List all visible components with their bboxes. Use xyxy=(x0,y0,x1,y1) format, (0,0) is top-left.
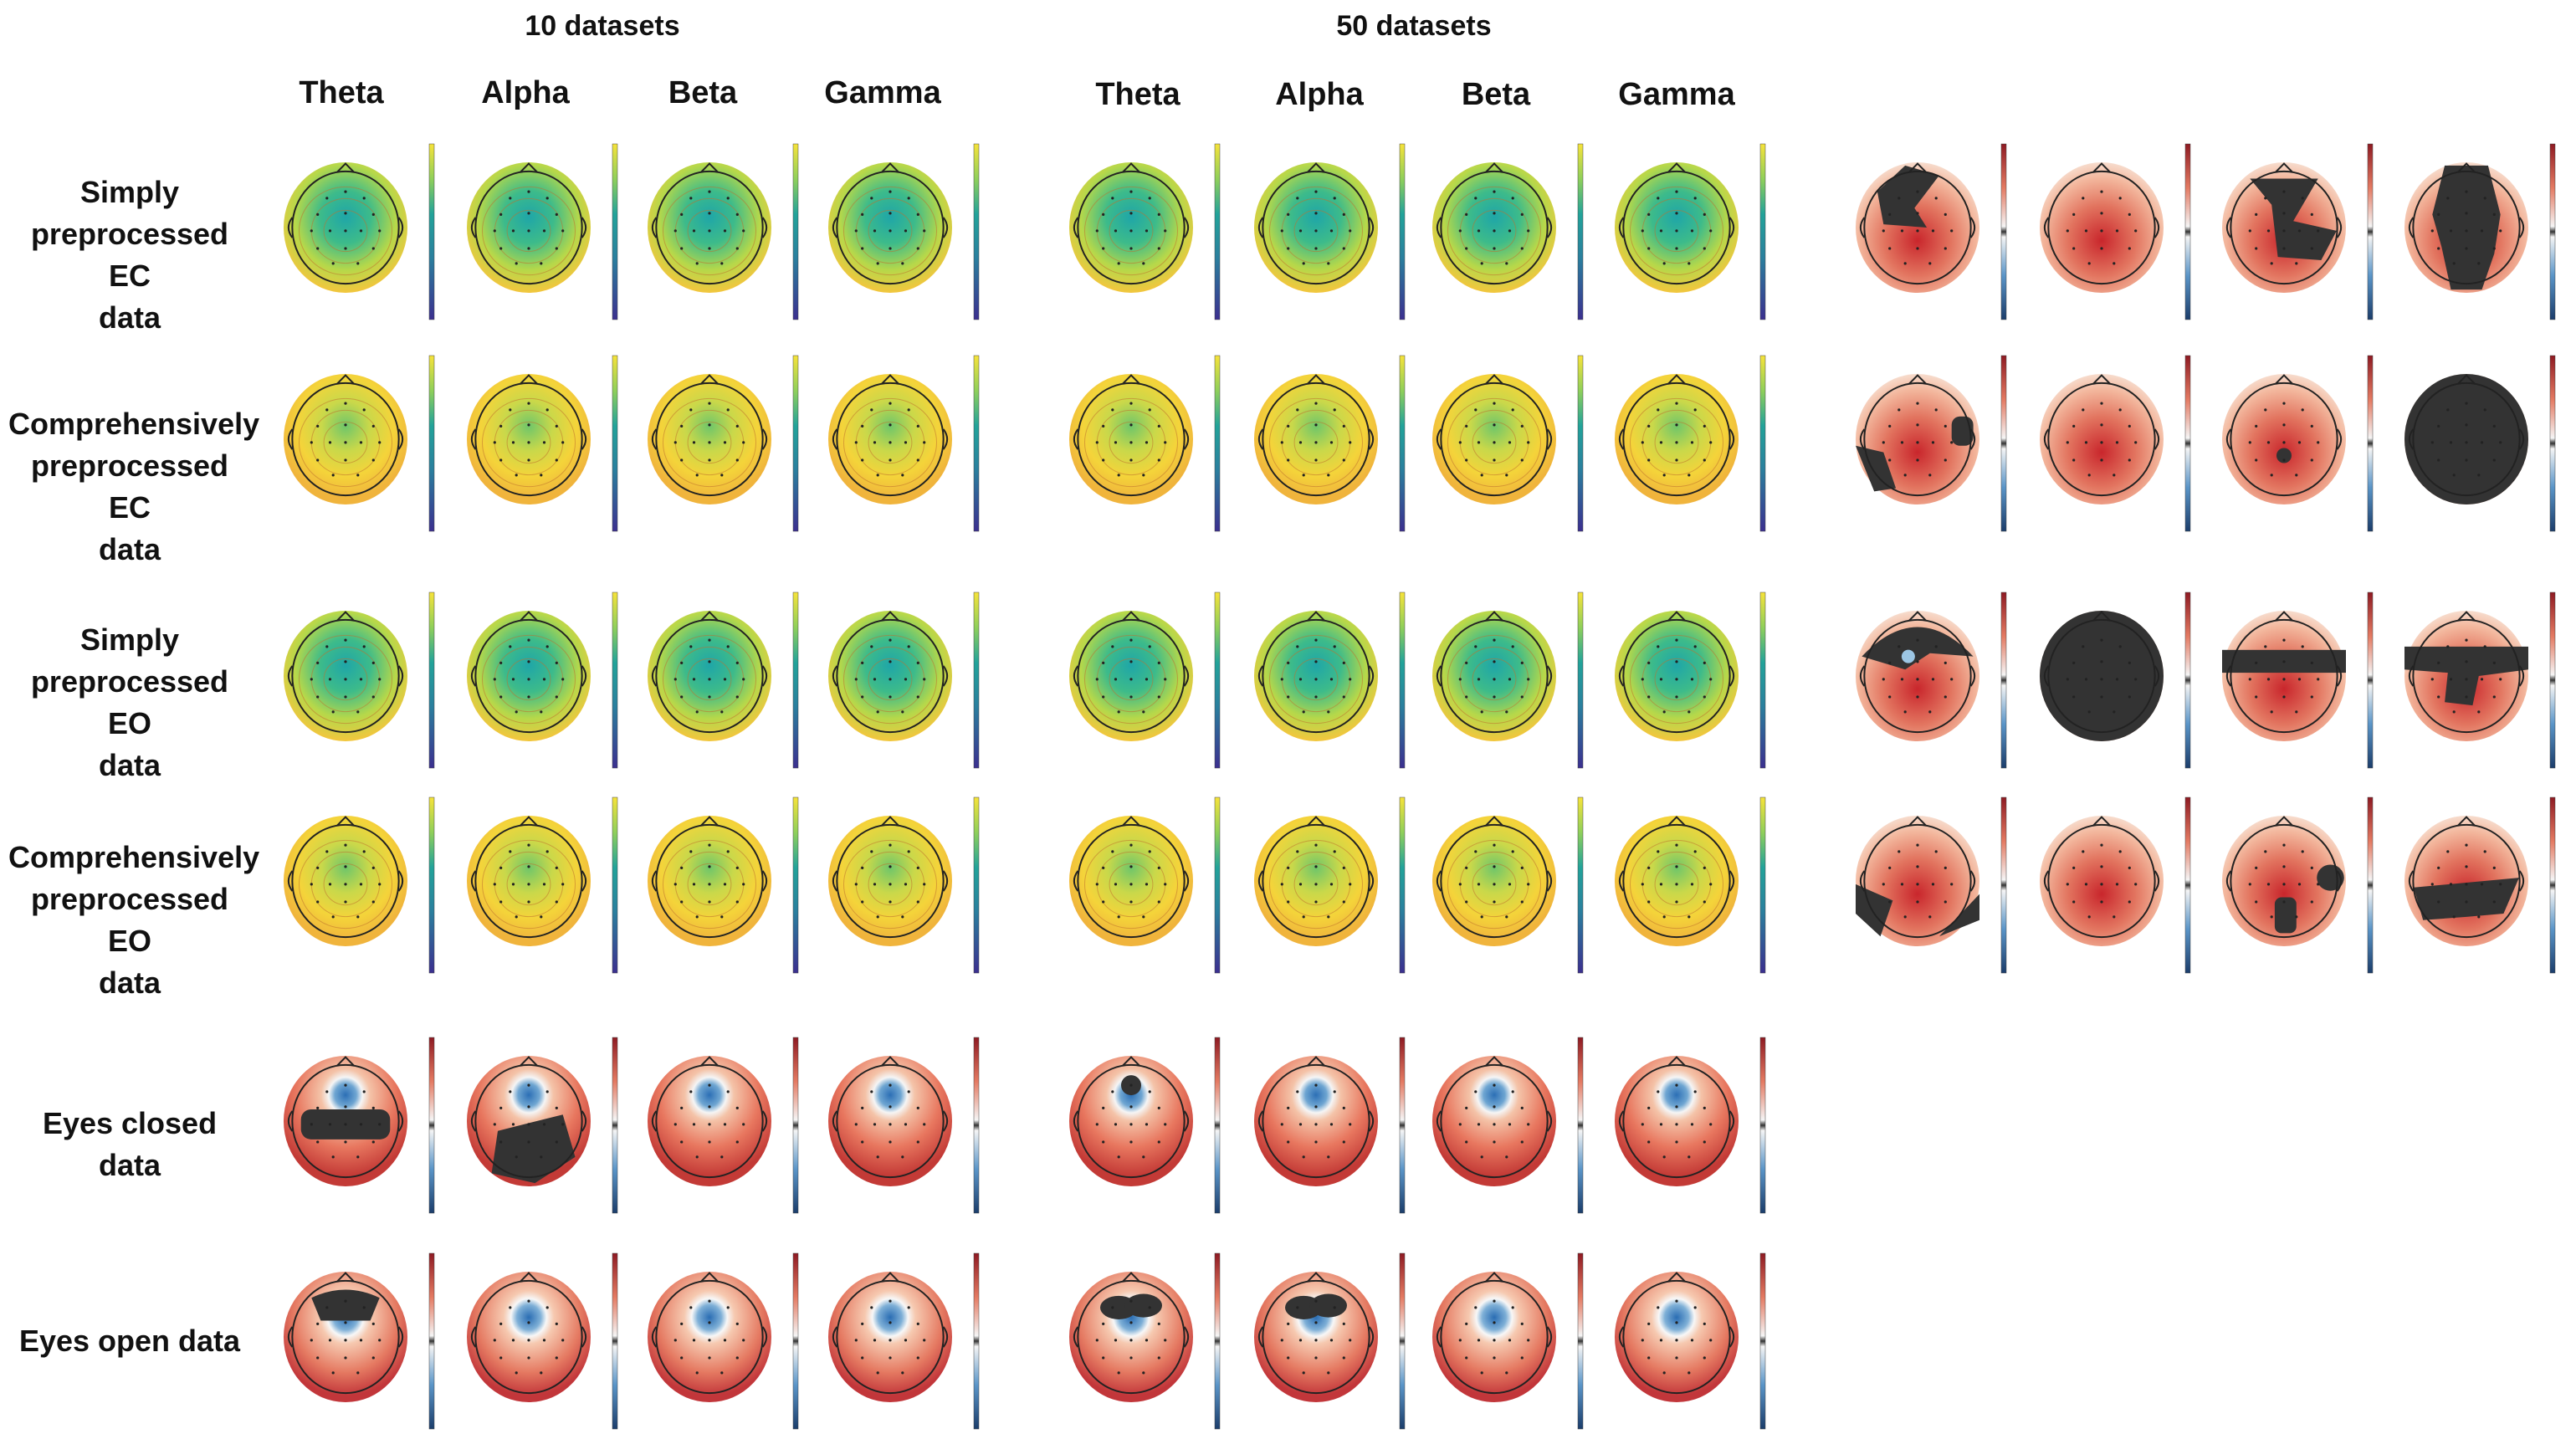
row-label-simply-eo: Simply preprocessed EO data xyxy=(30,622,229,782)
topomap-0-theta-50 xyxy=(1069,143,1221,320)
topomap-4-theta-10 xyxy=(284,1037,435,1214)
topomap-3-beta-10 xyxy=(648,796,799,974)
topomap-1-theta-10 xyxy=(284,355,435,532)
topomap-2-theta-50 xyxy=(1069,592,1221,769)
topomap-0-alpha-50 xyxy=(1254,143,1406,320)
band-label-alpha-10: Alpha xyxy=(481,75,570,110)
stat-map-0-theta xyxy=(1856,143,2007,320)
topomap-2-gamma-10 xyxy=(828,592,980,769)
band-label-theta-50: Theta xyxy=(1095,77,1180,112)
stat-map-2-beta xyxy=(2222,592,2374,769)
topomap-3-gamma-50 xyxy=(1615,796,1766,974)
band-label-gamma-50: Gamma xyxy=(1618,77,1735,112)
group-title-10: 10 datasets xyxy=(525,10,680,42)
stat-map-3-beta xyxy=(2222,796,2374,974)
topomap-3-alpha-50 xyxy=(1254,796,1406,974)
topomap-5-beta-50 xyxy=(1432,1252,1584,1430)
topomap-5-alpha-50 xyxy=(1254,1252,1406,1430)
topomap-0-beta-50 xyxy=(1432,143,1584,320)
topomap-4-theta-50 xyxy=(1069,1037,1221,1214)
topomap-2-beta-10 xyxy=(648,592,799,769)
topomap-3-alpha-10 xyxy=(467,796,618,974)
topomap-5-beta-10 xyxy=(648,1252,799,1430)
topomap-0-gamma-50 xyxy=(1615,143,1766,320)
group-title-50: 50 datasets xyxy=(1336,10,1492,42)
topomap-3-theta-50 xyxy=(1069,796,1221,974)
stat-map-1-gamma xyxy=(2404,355,2556,532)
band-label-gamma-10: Gamma xyxy=(824,75,941,110)
stat-map-1-theta xyxy=(1856,355,2007,532)
topomap-4-beta-50 xyxy=(1432,1037,1584,1214)
topomap-5-gamma-10 xyxy=(828,1252,980,1430)
stat-map-3-gamma xyxy=(2404,796,2556,974)
topomap-1-alpha-10 xyxy=(467,355,618,532)
topomap-0-alpha-10 xyxy=(467,143,618,320)
topomap-2-alpha-10 xyxy=(467,592,618,769)
band-label-alpha-50: Alpha xyxy=(1275,77,1364,112)
row-label-eyes-closed: Eyes closed data xyxy=(42,1106,218,1182)
row-label-comprehensive-ec: Comprehensively preprocessed EC data xyxy=(8,407,260,566)
topomap-4-beta-10 xyxy=(648,1037,799,1214)
topomap-2-gamma-50 xyxy=(1615,592,1766,769)
stat-map-0-beta xyxy=(2222,143,2374,320)
stat-map-3-theta xyxy=(1856,796,2007,974)
topomap-1-beta-50 xyxy=(1432,355,1584,532)
row-label-simply-ec: Simply preprocessed EC data xyxy=(30,175,229,335)
topomap-1-beta-10 xyxy=(648,355,799,532)
topomap-1-alpha-50 xyxy=(1254,355,1406,532)
stat-map-0-gamma xyxy=(2404,143,2556,320)
topomap-4-gamma-10 xyxy=(828,1037,980,1214)
stat-map-1-alpha xyxy=(2040,355,2191,532)
stat-map-2-theta xyxy=(1856,592,2007,769)
band-label-theta-10: Theta xyxy=(299,75,384,110)
topomap-4-gamma-50 xyxy=(1615,1037,1766,1214)
topomap-5-theta-10 xyxy=(284,1252,435,1430)
topomap-2-theta-10 xyxy=(284,592,435,769)
topomap-5-gamma-50 xyxy=(1615,1252,1766,1430)
topomap-4-alpha-10 xyxy=(467,1037,618,1214)
topomap-0-gamma-10 xyxy=(828,143,980,320)
topomap-4-alpha-50 xyxy=(1254,1037,1406,1214)
topomap-2-alpha-50 xyxy=(1254,592,1406,769)
stat-map-1-beta xyxy=(2222,355,2374,532)
stat-map-3-alpha xyxy=(2040,796,2191,974)
stat-map-2-gamma xyxy=(2404,592,2556,769)
topomap-3-theta-10 xyxy=(284,796,435,974)
topomap-3-gamma-10 xyxy=(828,796,980,974)
row-label-eyes-open: Eyes open data xyxy=(18,1324,241,1358)
band-label-beta-10: Beta xyxy=(668,75,738,110)
topomap-1-gamma-50 xyxy=(1615,355,1766,532)
topomap-3-beta-50 xyxy=(1432,796,1584,974)
topomap-1-gamma-10 xyxy=(828,355,980,532)
stat-map-2-alpha xyxy=(2040,592,2191,769)
topomap-0-theta-10 xyxy=(284,143,435,320)
stat-map-0-alpha xyxy=(2040,143,2191,320)
row-label-comprehensive-eo: Comprehensively preprocessed EO data xyxy=(8,840,260,1000)
band-label-beta-50: Beta xyxy=(1461,77,1531,112)
topomap-0-beta-10 xyxy=(648,143,799,320)
topomap-5-alpha-10 xyxy=(467,1252,618,1430)
topomap-2-beta-50 xyxy=(1432,592,1584,769)
topomap-5-theta-50 xyxy=(1069,1252,1221,1430)
topomap-1-theta-50 xyxy=(1069,355,1221,532)
